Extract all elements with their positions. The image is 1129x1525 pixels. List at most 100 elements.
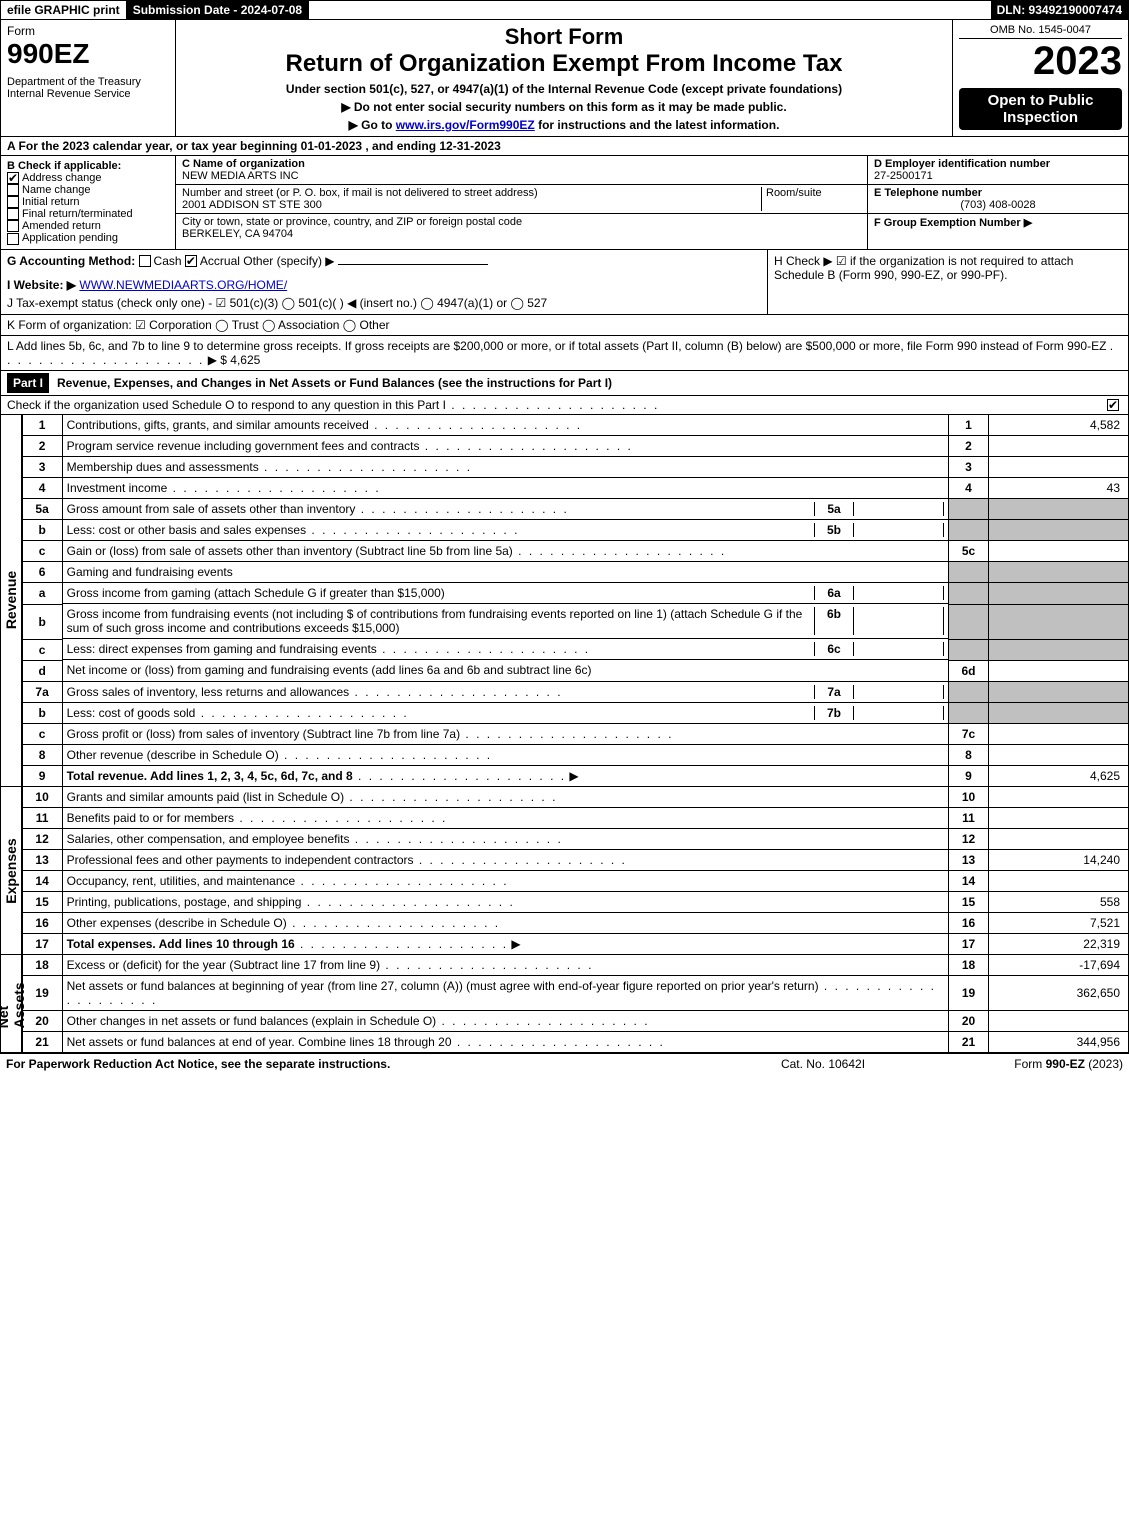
line-6b: bGross income from fundraising events (n… <box>22 604 1128 639</box>
irs-label: Internal Revenue Service <box>7 88 169 100</box>
short-form-title: Short Form <box>182 24 946 50</box>
top-bar: efile GRAPHIC print Submission Date - 20… <box>0 0 1129 20</box>
other-label: Other (specify) ▶ <box>243 254 334 268</box>
cash-checkbox[interactable] <box>139 255 151 267</box>
accrual-label: Accrual <box>200 254 240 268</box>
efile-label[interactable]: efile GRAPHIC print <box>1 1 127 19</box>
street-label: Number and street (or P. O. box, if mail… <box>182 187 538 199</box>
cash-label: Cash <box>154 254 182 268</box>
tax-year: 2023 <box>959 39 1122 84</box>
part1-check-text: Check if the organization used Schedule … <box>7 398 446 412</box>
line-12: 12Salaries, other compensation, and empl… <box>22 829 1128 850</box>
line-5b: bLess: cost or other basis and sales exp… <box>22 520 1128 541</box>
check-address-change[interactable]: Address change <box>7 172 169 184</box>
line-2: 2Program service revenue including gover… <box>22 435 1128 456</box>
address-block: B Check if applicable: Address change Na… <box>0 156 1129 250</box>
check-name-change[interactable]: Name change <box>7 184 169 196</box>
line-5a: 5aGross amount from sale of assets other… <box>22 498 1128 520</box>
section-l: L Add lines 5b, 6c, and 7b to line 9 to … <box>0 336 1129 371</box>
street-value: 2001 ADDISON ST STE 300 <box>182 199 322 211</box>
line-13: 13Professional fees and other payments t… <box>22 850 1128 871</box>
accounting-label: G Accounting Method: <box>7 254 135 268</box>
form-header: Form 990EZ Department of the Treasury In… <box>0 20 1129 137</box>
expenses-table: 10Grants and similar amounts paid (list … <box>22 787 1129 955</box>
line-17: 17Total expenses. Add lines 10 through 1… <box>22 934 1128 955</box>
part1-checkbox[interactable] <box>1107 399 1119 411</box>
subtitle: Under section 501(c), 527, or 4947(a)(1)… <box>182 82 946 96</box>
form-number: 990EZ <box>7 38 169 70</box>
org-name-label: C Name of organization <box>182 158 305 170</box>
line-7a: 7aGross sales of inventory, less returns… <box>22 681 1128 703</box>
website-label: I Website: ▶ <box>7 278 76 292</box>
dln: DLN: 93492190007474 <box>991 1 1128 19</box>
section-def: D Employer identification number 27-2500… <box>868 156 1128 249</box>
check-amended-return[interactable]: Amended return <box>7 220 169 232</box>
footer-left: For Paperwork Reduction Act Notice, see … <box>6 1057 723 1071</box>
line-7b: bLess: cost of goods sold7b <box>22 703 1128 724</box>
check-final-return[interactable]: Final return/terminated <box>7 208 169 220</box>
netassets-section: Net Assets 18Excess or (deficit) for the… <box>0 955 1129 1053</box>
expenses-label: Expenses <box>0 787 22 955</box>
city-value: BERKELEY, CA 94704 <box>182 228 293 240</box>
section-k: K Form of organization: ☑ Corporation ◯ … <box>0 315 1129 336</box>
other-specify-input[interactable] <box>338 264 488 265</box>
header-center: Short Form Return of Organization Exempt… <box>176 20 953 136</box>
line-6: 6Gaming and fundraising events <box>22 562 1128 583</box>
line-4: 4Investment income443 <box>22 477 1128 498</box>
accrual-checkbox[interactable] <box>185 255 197 267</box>
gh-row: G Accounting Method: Cash Accrual Other … <box>0 250 1129 315</box>
line-5c: cGain or (loss) from sale of assets othe… <box>22 541 1128 562</box>
check-initial-return[interactable]: Initial return <box>7 196 169 208</box>
header-right: OMB No. 1545-0047 2023 Open to Public In… <box>953 20 1128 136</box>
line-9: 9Total revenue. Add lines 1, 2, 3, 4, 5c… <box>22 766 1128 787</box>
section-b-label: B Check if applicable: <box>7 160 169 172</box>
phone-label: E Telephone number <box>874 187 982 199</box>
netassets-label: Net Assets <box>0 955 22 1053</box>
ein-label: D Employer identification number <box>874 158 1050 170</box>
line-7c: cGross profit or (loss) from sales of in… <box>22 724 1128 745</box>
part1-title: Revenue, Expenses, and Changes in Net As… <box>57 376 612 390</box>
section-j: J Tax-exempt status (check only one) - ☑… <box>7 296 761 310</box>
dept-treasury: Department of the Treasury <box>7 76 169 88</box>
line-10: 10Grants and similar amounts paid (list … <box>22 787 1128 808</box>
line-1: 1Contributions, gifts, grants, and simil… <box>22 415 1128 436</box>
revenue-section: Revenue 1Contributions, gifts, grants, a… <box>0 415 1129 788</box>
part1-badge: Part I <box>7 373 49 393</box>
line-3: 3Membership dues and assessments3 <box>22 456 1128 477</box>
line-6d: dNet income or (loss) from gaming and fu… <box>22 660 1128 681</box>
section-c: C Name of organization NEW MEDIA ARTS IN… <box>176 156 868 249</box>
line-16: 16Other expenses (describe in Schedule O… <box>22 913 1128 934</box>
section-g: G Accounting Method: Cash Accrual Other … <box>1 250 768 314</box>
irs-link[interactable]: www.irs.gov/Form990EZ <box>396 118 535 132</box>
section-h: H Check ▶ ☑ if the organization is not r… <box>768 250 1128 314</box>
footer: For Paperwork Reduction Act Notice, see … <box>0 1053 1129 1074</box>
header-left: Form 990EZ Department of the Treasury In… <box>1 20 176 136</box>
website-link[interactable]: WWW.NEWMEDIAARTS.ORG/HOME/ <box>79 278 287 292</box>
part1-check-row: Check if the organization used Schedule … <box>0 396 1129 415</box>
check-application-pending[interactable]: Application pending <box>7 232 169 244</box>
ein-value: 27-2500171 <box>874 170 933 182</box>
city-label: City or town, state or province, country… <box>182 216 522 228</box>
form-word: Form <box>7 24 169 38</box>
footer-right: Form 990-EZ (2023) <box>923 1057 1123 1071</box>
part1-header-row: Part I Revenue, Expenses, and Changes in… <box>0 371 1129 396</box>
footer-mid: Cat. No. 10642I <box>723 1057 923 1071</box>
line-21: 21Net assets or fund balances at end of … <box>22 1032 1128 1053</box>
line-6a: aGross income from gaming (attach Schedu… <box>22 583 1128 605</box>
group-exemption-label: F Group Exemption Number ▶ <box>874 217 1032 229</box>
return-title: Return of Organization Exempt From Incom… <box>182 50 946 78</box>
line-6c: cLess: direct expenses from gaming and f… <box>22 639 1128 660</box>
expenses-section: Expenses 10Grants and similar amounts pa… <box>0 787 1129 955</box>
submission-date: Submission Date - 2024-07-08 <box>127 1 309 19</box>
org-name: NEW MEDIA ARTS INC <box>182 170 299 182</box>
revenue-label: Revenue <box>0 415 22 788</box>
line-18: 18Excess or (deficit) for the year (Subt… <box>22 955 1128 976</box>
netassets-table: 18Excess or (deficit) for the year (Subt… <box>22 955 1129 1053</box>
line-19: 19Net assets or fund balances at beginni… <box>22 976 1128 1011</box>
open-inspection: Open to Public Inspection <box>959 88 1122 130</box>
line-14: 14Occupancy, rent, utilities, and mainte… <box>22 871 1128 892</box>
line-15: 15Printing, publications, postage, and s… <box>22 892 1128 913</box>
revenue-table: 1Contributions, gifts, grants, and simil… <box>22 415 1129 788</box>
phone-value: (703) 408-0028 <box>874 199 1122 211</box>
line-8: 8Other revenue (describe in Schedule O)8 <box>22 745 1128 766</box>
